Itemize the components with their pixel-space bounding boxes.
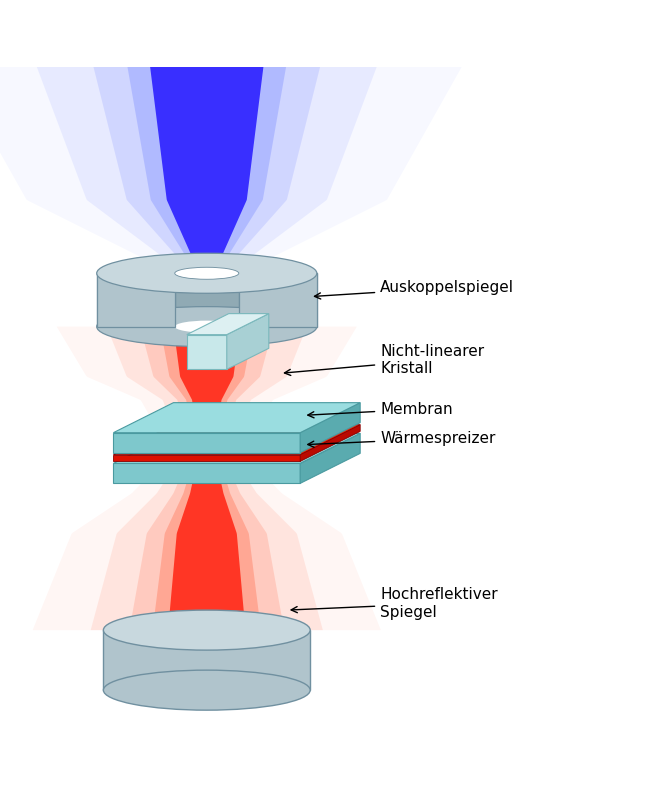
Polygon shape — [227, 314, 269, 370]
Polygon shape — [113, 454, 300, 462]
Polygon shape — [97, 274, 175, 326]
Text: Membran: Membran — [307, 402, 453, 418]
Polygon shape — [300, 402, 360, 453]
Text: Hochreflektiver
Spiegel: Hochreflektiver Spiegel — [291, 587, 498, 620]
Polygon shape — [91, 326, 323, 630]
Polygon shape — [300, 434, 360, 483]
Ellipse shape — [103, 670, 310, 710]
Ellipse shape — [175, 321, 239, 333]
Polygon shape — [113, 463, 300, 483]
Polygon shape — [127, 66, 286, 274]
Polygon shape — [93, 66, 320, 274]
Polygon shape — [153, 326, 261, 630]
Ellipse shape — [97, 254, 317, 294]
Ellipse shape — [175, 267, 239, 279]
Polygon shape — [37, 66, 377, 274]
Polygon shape — [150, 66, 263, 274]
Polygon shape — [187, 334, 227, 370]
Polygon shape — [33, 326, 381, 630]
Ellipse shape — [103, 610, 310, 650]
Polygon shape — [113, 433, 300, 453]
Polygon shape — [300, 425, 360, 462]
Polygon shape — [97, 274, 175, 326]
Polygon shape — [187, 314, 269, 334]
Polygon shape — [113, 434, 360, 463]
Polygon shape — [175, 274, 239, 326]
Polygon shape — [0, 66, 462, 274]
Polygon shape — [239, 274, 317, 326]
Polygon shape — [103, 630, 310, 690]
Polygon shape — [129, 326, 284, 630]
Polygon shape — [168, 326, 245, 630]
Polygon shape — [239, 274, 317, 326]
Text: Auskoppelspiegel: Auskoppelspiegel — [314, 281, 514, 299]
Polygon shape — [113, 402, 360, 433]
Text: Nicht-linearer
Kristall: Nicht-linearer Kristall — [284, 344, 484, 376]
Polygon shape — [113, 425, 360, 454]
Text: Wärmespreizer: Wärmespreizer — [307, 431, 496, 447]
Ellipse shape — [97, 306, 317, 346]
